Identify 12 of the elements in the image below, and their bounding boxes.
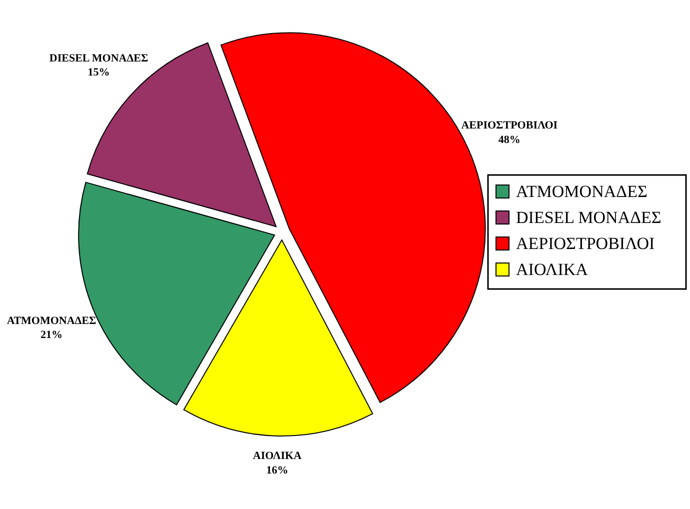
slice-label: ΑΙΟΛΙΚΑ xyxy=(252,450,302,462)
legend-label: ΑΕΡΙΟΣΤΡΟΒΙΛΟΙ xyxy=(516,234,655,253)
data-label: 16% xyxy=(266,464,288,476)
legend-label: ΑΙΟΛΙΚΑ xyxy=(516,260,589,279)
data-label: 48% xyxy=(498,134,520,146)
slice-label: DIESEL ΜΟΝΑΔΕΣ xyxy=(49,52,148,64)
legend-label: ΑΤΜΟΜΟΝΑΔΕΣ xyxy=(516,182,648,201)
data-label: 21% xyxy=(40,329,63,342)
slice-label: ΑΤΜΟΜΟΝΑΔΕΣ xyxy=(6,314,96,327)
legend-label: DIESEL ΜΟΝΑΔΕΣ xyxy=(516,208,662,227)
data-label: 15% xyxy=(88,66,110,79)
slice-label: ΑΕΡΙΟΣΤΡΟΒΙΛΟΙ xyxy=(461,120,558,132)
